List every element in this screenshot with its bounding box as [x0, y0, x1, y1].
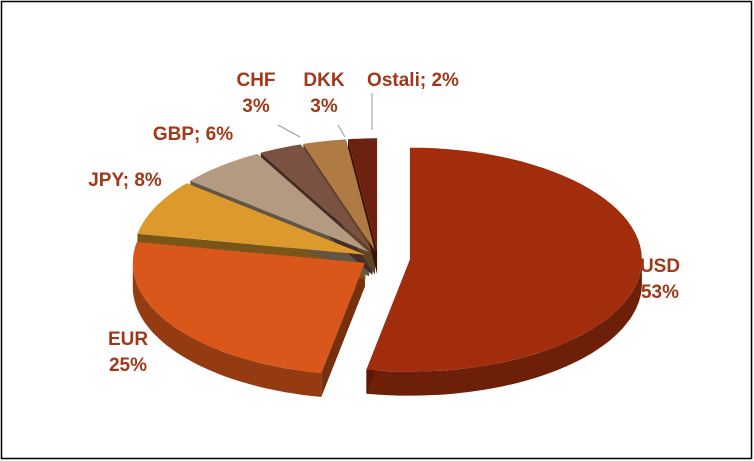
data-label: USD 53% [640, 256, 680, 303]
data-label-category: DKK [303, 70, 344, 91]
data-label-value: 25% [109, 355, 147, 376]
data-label-value: 53% [641, 282, 679, 303]
data-label: Ostali; 2% [367, 70, 459, 91]
data-label-category: Ostali [367, 70, 420, 91]
slice [303, 139, 375, 251]
data-label-value: ; 8% [123, 170, 162, 191]
data-label-value: 3% [310, 96, 338, 117]
data-label-category: JPY [88, 170, 124, 191]
slice [348, 138, 378, 251]
data-label: EUR 25% [108, 329, 148, 376]
data-label-value: 3% [242, 96, 270, 117]
data-label-category: USD [640, 256, 680, 277]
data-label: GBP; 6% [153, 124, 233, 145]
leader-line [337, 124, 346, 138]
leader-line [277, 124, 301, 138]
data-label-category: GBP [153, 124, 195, 145]
data-label-category: CHF [236, 70, 275, 91]
slice [137, 183, 366, 255]
data-label: JPY; 8% [88, 170, 162, 191]
data-label: DKK 3% [303, 70, 344, 117]
slice-cut [321, 262, 365, 397]
slice [132, 242, 365, 373]
slice-side [366, 259, 642, 396]
slice-side [132, 262, 322, 397]
slice [190, 153, 370, 253]
data-label: CHF 3% [236, 70, 275, 117]
data-label-value: ; 6% [194, 124, 233, 145]
slice [366, 147, 642, 372]
data-label-category: EUR [108, 329, 148, 350]
data-label-value: ; 2% [420, 70, 459, 91]
slice [260, 144, 373, 251]
